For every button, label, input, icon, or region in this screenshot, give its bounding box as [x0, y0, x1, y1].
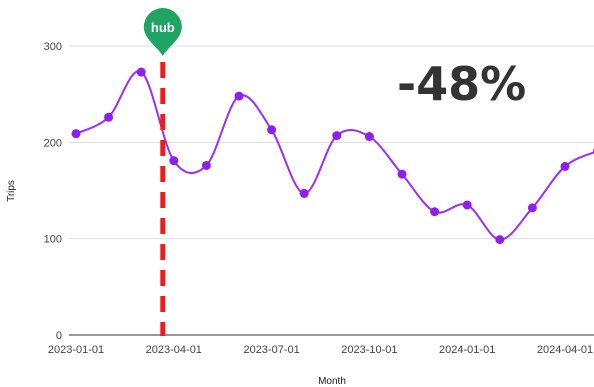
x-axis-title: Month	[318, 376, 346, 387]
y-tick-label: 100	[44, 234, 62, 246]
hub-marker-pin: hub	[143, 8, 182, 57]
y-tick-labels: 0 100 200 300	[44, 41, 62, 342]
x-tick-label: 2023-01-01	[48, 344, 104, 356]
data-point	[71, 129, 81, 139]
data-point	[430, 207, 440, 217]
x-tick-label: 2023-10-01	[341, 344, 397, 356]
data-point	[267, 125, 277, 135]
hub-marker-label: hub	[151, 20, 175, 35]
y-tick-label: 200	[44, 137, 62, 149]
data-point	[397, 169, 407, 179]
data-point	[364, 132, 374, 142]
data-point	[462, 200, 472, 210]
data-point	[495, 235, 505, 245]
data-point	[299, 188, 309, 198]
data-point	[169, 156, 179, 166]
x-tick-label: 2024-04-01	[537, 344, 593, 356]
x-tick-label: 2023-07-01	[243, 344, 299, 356]
data-points	[71, 67, 594, 245]
data-point	[560, 161, 570, 171]
y-axis-title: Trips	[6, 180, 17, 202]
data-point	[332, 131, 342, 141]
data-point	[527, 203, 537, 213]
data-point	[234, 91, 244, 101]
y-tick-label: 0	[56, 330, 62, 342]
data-point	[104, 112, 114, 122]
x-tick-labels: 2023-01-01 2023-04-01 2023-07-01 2023-10-01…	[48, 344, 593, 356]
y-tick-label: 300	[44, 41, 62, 53]
data-point	[136, 67, 146, 77]
data-point	[201, 160, 211, 170]
x-tick-label: 2023-04-01	[146, 344, 202, 356]
series-line	[75, 70, 594, 241]
percent-change-annotation: -48%	[397, 57, 526, 111]
x-tick-label: 2024-01-01	[439, 344, 495, 356]
map-pin-icon	[143, 8, 182, 57]
